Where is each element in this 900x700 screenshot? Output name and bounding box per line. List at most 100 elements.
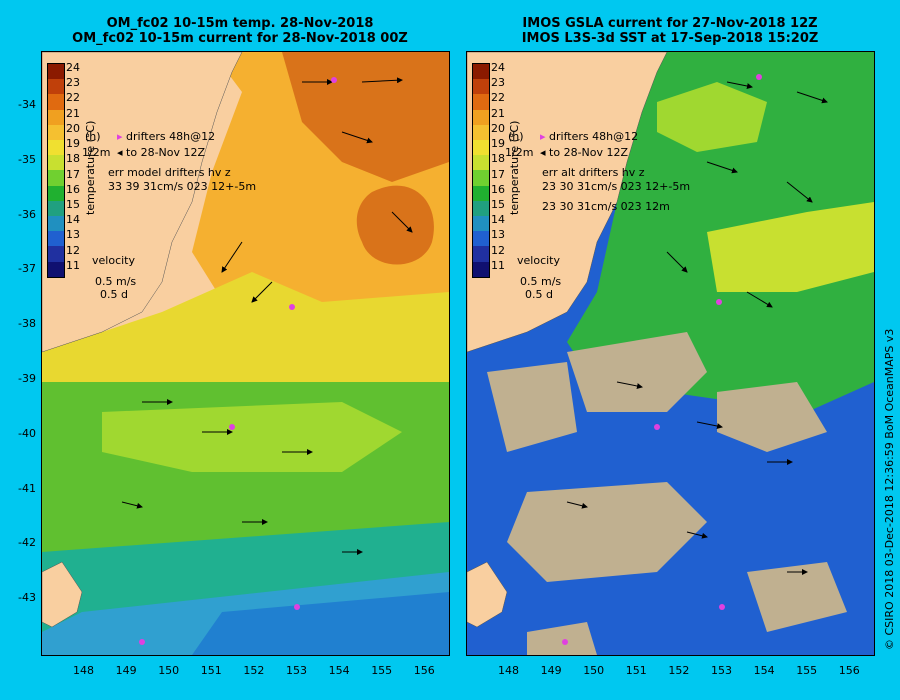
- left-colorbar-label: temperature (°C): [84, 120, 97, 215]
- drifter-marker: [139, 639, 145, 645]
- y-tick-label: -37: [18, 262, 36, 276]
- drifter-marker: [756, 74, 762, 80]
- colorbar-tick-label: 23: [491, 76, 505, 90]
- left-map[interactable]: [41, 51, 450, 656]
- colorbar-swatch: [48, 94, 64, 110]
- colorbar-swatch: [48, 246, 64, 262]
- yellow-band: [42, 272, 449, 412]
- x-tick-label: 154: [753, 664, 775, 677]
- left-colorbar: [47, 63, 65, 278]
- x-tick-label: 155: [796, 664, 818, 677]
- right-colorbar-fill: [473, 64, 489, 277]
- colorbar-swatch: [48, 79, 64, 95]
- right-velocity-time: 0.5 d: [525, 288, 553, 301]
- colorbar-swatch: [473, 170, 489, 186]
- x-tick-label: 149: [540, 664, 562, 677]
- colorbar-swatch: [48, 261, 64, 277]
- right-err-vals: 23 30 31cm/s 023 12+-5m: [542, 180, 691, 193]
- drifter-marker: [294, 604, 300, 610]
- right-err-label: err alt drifters hv z: [542, 166, 645, 179]
- right-side-h: (h): [508, 130, 524, 143]
- colorbar-tick-label: 13: [66, 228, 80, 242]
- right-legend-drifters: ▸ drifters 48h@12: [540, 130, 639, 143]
- colorbar-tick-label: 24: [66, 61, 80, 74]
- colorbar-swatch: [473, 155, 489, 171]
- colorbar-swatch: [473, 79, 489, 95]
- right-title-2: IMOS L3S-3d SST at 17-Sep-2018 15:20Z: [521, 31, 819, 46]
- drifter-marker: [562, 639, 568, 645]
- x-tick-label: 153: [286, 664, 307, 677]
- x-tick-label: 150: [583, 664, 605, 677]
- left-side-z: 1/2m: [82, 146, 111, 159]
- colorbar-swatch: [48, 200, 64, 217]
- colorbar-swatch: [48, 140, 64, 156]
- colorbar-swatch: [48, 155, 64, 171]
- right-colorbar: [472, 63, 490, 278]
- colorbar-tick-label: 12: [66, 243, 80, 257]
- left-title-2: OM_fc02 10-15m current for 28-Nov-2018 0…: [72, 31, 408, 46]
- colorbar-tick-label: 22: [66, 91, 80, 105]
- x-tick-label: 152: [668, 664, 690, 677]
- y-tick-label: -36: [18, 207, 36, 221]
- drifter-marker: [716, 299, 722, 305]
- right-err-vals2: 23 30 31cm/s 023 12m: [542, 200, 670, 213]
- colorbar-tick-label: 17: [491, 167, 505, 181]
- left-legend-to: ◂ to 28-Nov 12Z: [117, 146, 206, 159]
- left-title-1: OM_fc02 10-15m temp. 28-Nov-2018: [106, 16, 374, 31]
- colorbar-tick-label: 14: [491, 213, 505, 227]
- colorbar-swatch: [48, 185, 64, 201]
- right-velocity-label: velocity: [517, 254, 560, 267]
- left-err-vals: 33 39 31cm/s 023 12+-5m: [108, 180, 257, 193]
- colorbar-tick-label: 13: [491, 228, 505, 242]
- colorbar-tick-label: 16: [66, 182, 80, 196]
- colorbar-tick-label: 18: [491, 152, 505, 166]
- x-tick-label: 148: [498, 664, 519, 677]
- drifter-marker: [331, 77, 337, 83]
- cloud-mask-5: [747, 562, 847, 632]
- cloud-mask-6: [527, 622, 597, 655]
- left-velocity-time: 0.5 d: [100, 288, 128, 301]
- y-tick-label: -34: [18, 98, 36, 111]
- colorbar-swatch: [473, 231, 489, 247]
- right-map[interactable]: [466, 51, 875, 656]
- right-colorbar-label: temperature (°C): [508, 120, 521, 215]
- tasmania-coast: [467, 561, 508, 628]
- colorbar-swatch: [473, 109, 489, 125]
- left-map-svg: [42, 52, 449, 655]
- green-upper: [657, 82, 767, 152]
- left-err-label: err model drifters hv z: [108, 166, 231, 179]
- colorbar-tick-label: 18: [66, 152, 80, 166]
- colorbar-tick-label: 12: [491, 243, 505, 257]
- left-velocity-label: velocity: [92, 254, 135, 267]
- y-tick-label: -39: [18, 372, 36, 385]
- drifter-marker: [719, 604, 725, 610]
- colorbar-swatch: [48, 124, 64, 141]
- current-arrows: [121, 77, 413, 555]
- x-tick-label: 152: [243, 664, 265, 677]
- colorbar-tick-label: 21: [491, 106, 505, 120]
- colorbar-swatch: [473, 64, 489, 80]
- colorbar-swatch: [473, 185, 489, 201]
- colorbar-swatch: [48, 170, 64, 186]
- colorbar-tick-label: 17: [66, 167, 80, 181]
- right-map-svg: [467, 52, 874, 655]
- colorbar-tick-label: 14: [66, 213, 80, 227]
- current-arrows: [566, 81, 828, 575]
- left-velocity-scale: 0.5 m/s: [95, 275, 137, 288]
- right-velocity-scale: 0.5 m/s: [520, 275, 562, 288]
- yellow-filament: [707, 202, 874, 292]
- colorbar-tick-label: 20: [491, 121, 505, 135]
- cloud-mask-2: [487, 362, 577, 452]
- y-tick-label: -43: [18, 591, 36, 605]
- colorbar-swatch: [48, 109, 64, 125]
- tasmania-coast: [42, 561, 83, 628]
- eddy-core: [356, 185, 434, 265]
- left-colorbar-fill: [48, 64, 64, 277]
- x-tick-label: 151: [200, 664, 222, 677]
- x-tick-label: 156: [413, 664, 435, 677]
- coastline-land: [42, 52, 243, 353]
- colorbar-tick-label: 21: [66, 106, 80, 120]
- colorbar-tick-label: 23: [66, 76, 80, 90]
- x-tick-label: 149: [115, 664, 137, 677]
- cloud-mask-1: [567, 332, 707, 412]
